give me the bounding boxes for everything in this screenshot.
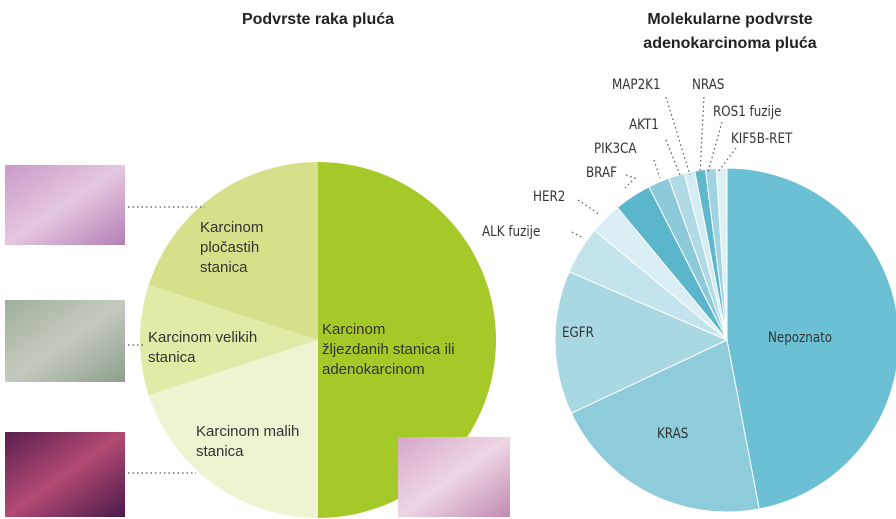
slice-label: NRAS	[692, 77, 724, 93]
page: Podvrste raka pluća Molekularne podvrste…	[0, 0, 896, 519]
chart-title: Molekularne podvrste adenokarcinoma pluć…	[605, 8, 855, 56]
slice-label: PIK3CA	[594, 141, 637, 157]
slice-label: EGFR	[562, 325, 594, 341]
slice-label: Karcinom malih stanica	[196, 422, 299, 462]
chart	[0, 0, 896, 519]
micrograph	[5, 300, 125, 382]
slice-label: Karcinom žljezdanih stanica ili adenokar…	[322, 320, 455, 380]
slice-label: Karcinom velikih stanica	[148, 328, 257, 368]
slice-label: MAP2K1	[612, 77, 661, 93]
slice-label: KRAS	[657, 426, 688, 442]
slice-label: ALK fuzije	[482, 224, 540, 240]
slice-label: HER2	[533, 189, 565, 205]
slice-label: KIF5B-RET	[731, 131, 792, 147]
micrograph	[398, 437, 510, 517]
micrograph	[5, 165, 125, 245]
slice-label: ROS1 fuzije	[713, 104, 781, 120]
micrograph	[5, 432, 125, 517]
slice-label: AKT1	[629, 117, 659, 133]
slice-label: Karcinom pločastih stanica	[200, 218, 263, 278]
chart-title: Podvrste raka pluća	[188, 8, 448, 32]
slice-label: Nepoznato	[768, 330, 832, 346]
slice-label: BRAF	[586, 165, 617, 181]
